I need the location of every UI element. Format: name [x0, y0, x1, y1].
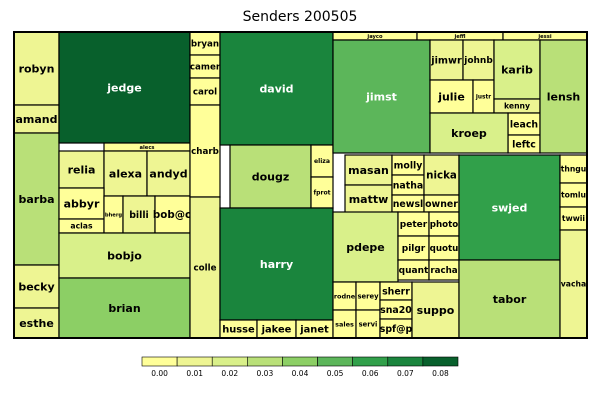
treemap-label-julie: julie: [437, 90, 465, 103]
treemap-label-spfp: spf@p: [380, 324, 413, 335]
legend-swatch-8: [423, 357, 458, 366]
treemap-label-quant: quant: [399, 266, 429, 276]
treemap-label-jimwr: jimwr: [430, 55, 462, 66]
treemap-label-janet: janet: [299, 324, 329, 335]
legend-swatch-2: [212, 357, 247, 366]
treemap-label-aclas: aclas: [70, 222, 93, 231]
treemap-label-thngu: thngu: [561, 165, 587, 174]
treemap-label-leach: leach: [510, 119, 538, 130]
legend-tick-label-0: 0.00: [151, 369, 168, 378]
treemap-label-suppo: suppo: [417, 304, 455, 317]
treemap-label-kenny: kenny: [504, 102, 530, 111]
treemap-label-photo: photo: [430, 220, 459, 230]
legend-tick-label-8: 0.08: [432, 369, 449, 378]
treemap-label-amand: amand: [15, 113, 57, 126]
treemap-label-carol: carol: [193, 88, 217, 98]
treemap-cells: robyn amand barba becky esthe jedge alecs relia…: [14, 32, 587, 338]
treemap-label-leftc: leftc: [512, 139, 536, 150]
treemap-label-fprot: fprot: [313, 190, 330, 197]
treemap-label-dougz: dougz: [252, 170, 290, 183]
treemap-label-bobjo: bobjo: [107, 249, 142, 262]
legend-swatch-7: [388, 357, 423, 366]
legend-swatch-1: [177, 357, 212, 366]
legend-tick-label-5: 0.05: [327, 369, 344, 378]
legend-tick-label-2: 0.02: [221, 369, 238, 378]
treemap-label-natha: natha: [393, 180, 423, 191]
treemap-label-alecs: alecs: [140, 145, 155, 151]
treemap-label-molly: molly: [394, 160, 423, 171]
treemap-label-racha: racha: [430, 266, 457, 276]
treemap-label-alexa: alexa: [109, 167, 142, 180]
legend-swatch-3: [247, 357, 282, 366]
treemap-label-becky: becky: [18, 280, 54, 293]
treemap-label-david: david: [259, 82, 293, 95]
treemap-label-nicka: nicka: [426, 170, 457, 182]
treemap-label-justr: justr: [475, 95, 491, 101]
treemap-label-bryan: bryan: [191, 40, 219, 50]
treemap-label-jakee: jakee: [261, 324, 292, 335]
treemap-label-abbyr: abbyr: [64, 197, 100, 210]
treemap-label-bobo: bob@o: [153, 209, 192, 221]
treemap-label-brian: brian: [108, 302, 140, 315]
treemap-label-andyd: andyd: [149, 167, 187, 180]
treemap-label-jedge: jedge: [106, 81, 141, 94]
legend-swatch-6: [353, 357, 388, 366]
treemap-label-newsl: newsl: [393, 199, 424, 210]
treemap-label-charb: charb: [191, 147, 219, 157]
treemap-label-twwii: twwii: [562, 214, 585, 223]
treemap-label-barba: barba: [18, 193, 54, 206]
treemap-label-camer: camer: [190, 63, 221, 73]
treemap-label-mattw: mattw: [349, 193, 389, 206]
color-legend: 0.00 0.01 0.02 0.03 0.04 0.05 0.06 0.07 0.08: [142, 357, 458, 378]
treemap-label-johnb: johnb: [463, 56, 493, 66]
treemap-label-vacha: vacha: [561, 280, 586, 289]
legend-tick-label-6: 0.06: [362, 369, 379, 378]
treemap-label-husse: husse: [222, 324, 255, 335]
treemap-label-serey: serey: [357, 292, 379, 300]
treemap-label-tomlu: tomlu: [561, 191, 586, 200]
legend-tick-label-4: 0.04: [292, 369, 309, 378]
treemap-label-colle: colle: [194, 264, 217, 274]
treemap-label-rodne: rodne: [334, 292, 356, 300]
treemap-label-pilgr: pilgr: [402, 244, 426, 254]
treemap-label-servi: servi: [359, 320, 378, 328]
treemap-label-pdepe: pdepe: [346, 241, 385, 254]
treemap-label-jeffl: jeffl: [453, 34, 465, 40]
legend-tick-label-3: 0.03: [257, 369, 274, 378]
treemap-label-lensh: lensh: [547, 90, 580, 103]
treemap-label-billi: billi: [129, 210, 149, 221]
treemap-label-sales: sales: [335, 320, 354, 328]
treemap-label-owner: owner: [425, 199, 458, 210]
legend-swatch-5: [318, 357, 353, 366]
treemap-label-sna20: sna20: [380, 305, 412, 316]
treemap-label-quotu: quotu: [430, 244, 459, 254]
treemap-label-harry: harry: [260, 258, 293, 271]
legend-tick-label-7: 0.07: [397, 369, 414, 378]
treemap-label-tabor: tabor: [493, 293, 527, 306]
treemap-label-relia: relia: [68, 163, 96, 176]
treemap-label-jessi: jessi: [537, 34, 551, 40]
treemap-label-bherg: bherg: [105, 212, 122, 218]
treemap-label-kroep: kroep: [451, 127, 487, 140]
treemap-label-swjed: swjed: [492, 201, 528, 214]
treemap-label-esthe: esthe: [19, 317, 54, 330]
legend-swatch-4: [282, 357, 317, 366]
treemap-label-robyn: robyn: [19, 62, 55, 75]
treemap-label-eliza: eliza: [314, 158, 330, 165]
legend-swatch-0: [142, 357, 177, 366]
treemap-label-peter: peter: [400, 220, 428, 230]
treemap-label-sherr: sherr: [382, 286, 410, 297]
treemap-label-jimst: jimst: [365, 90, 397, 103]
legend-tick-label-1: 0.01: [186, 369, 203, 378]
treemap-label-jayco: jayco: [366, 34, 383, 40]
treemap-label-masan: masan: [348, 164, 389, 177]
treemap-label-karib: karib: [501, 63, 533, 76]
